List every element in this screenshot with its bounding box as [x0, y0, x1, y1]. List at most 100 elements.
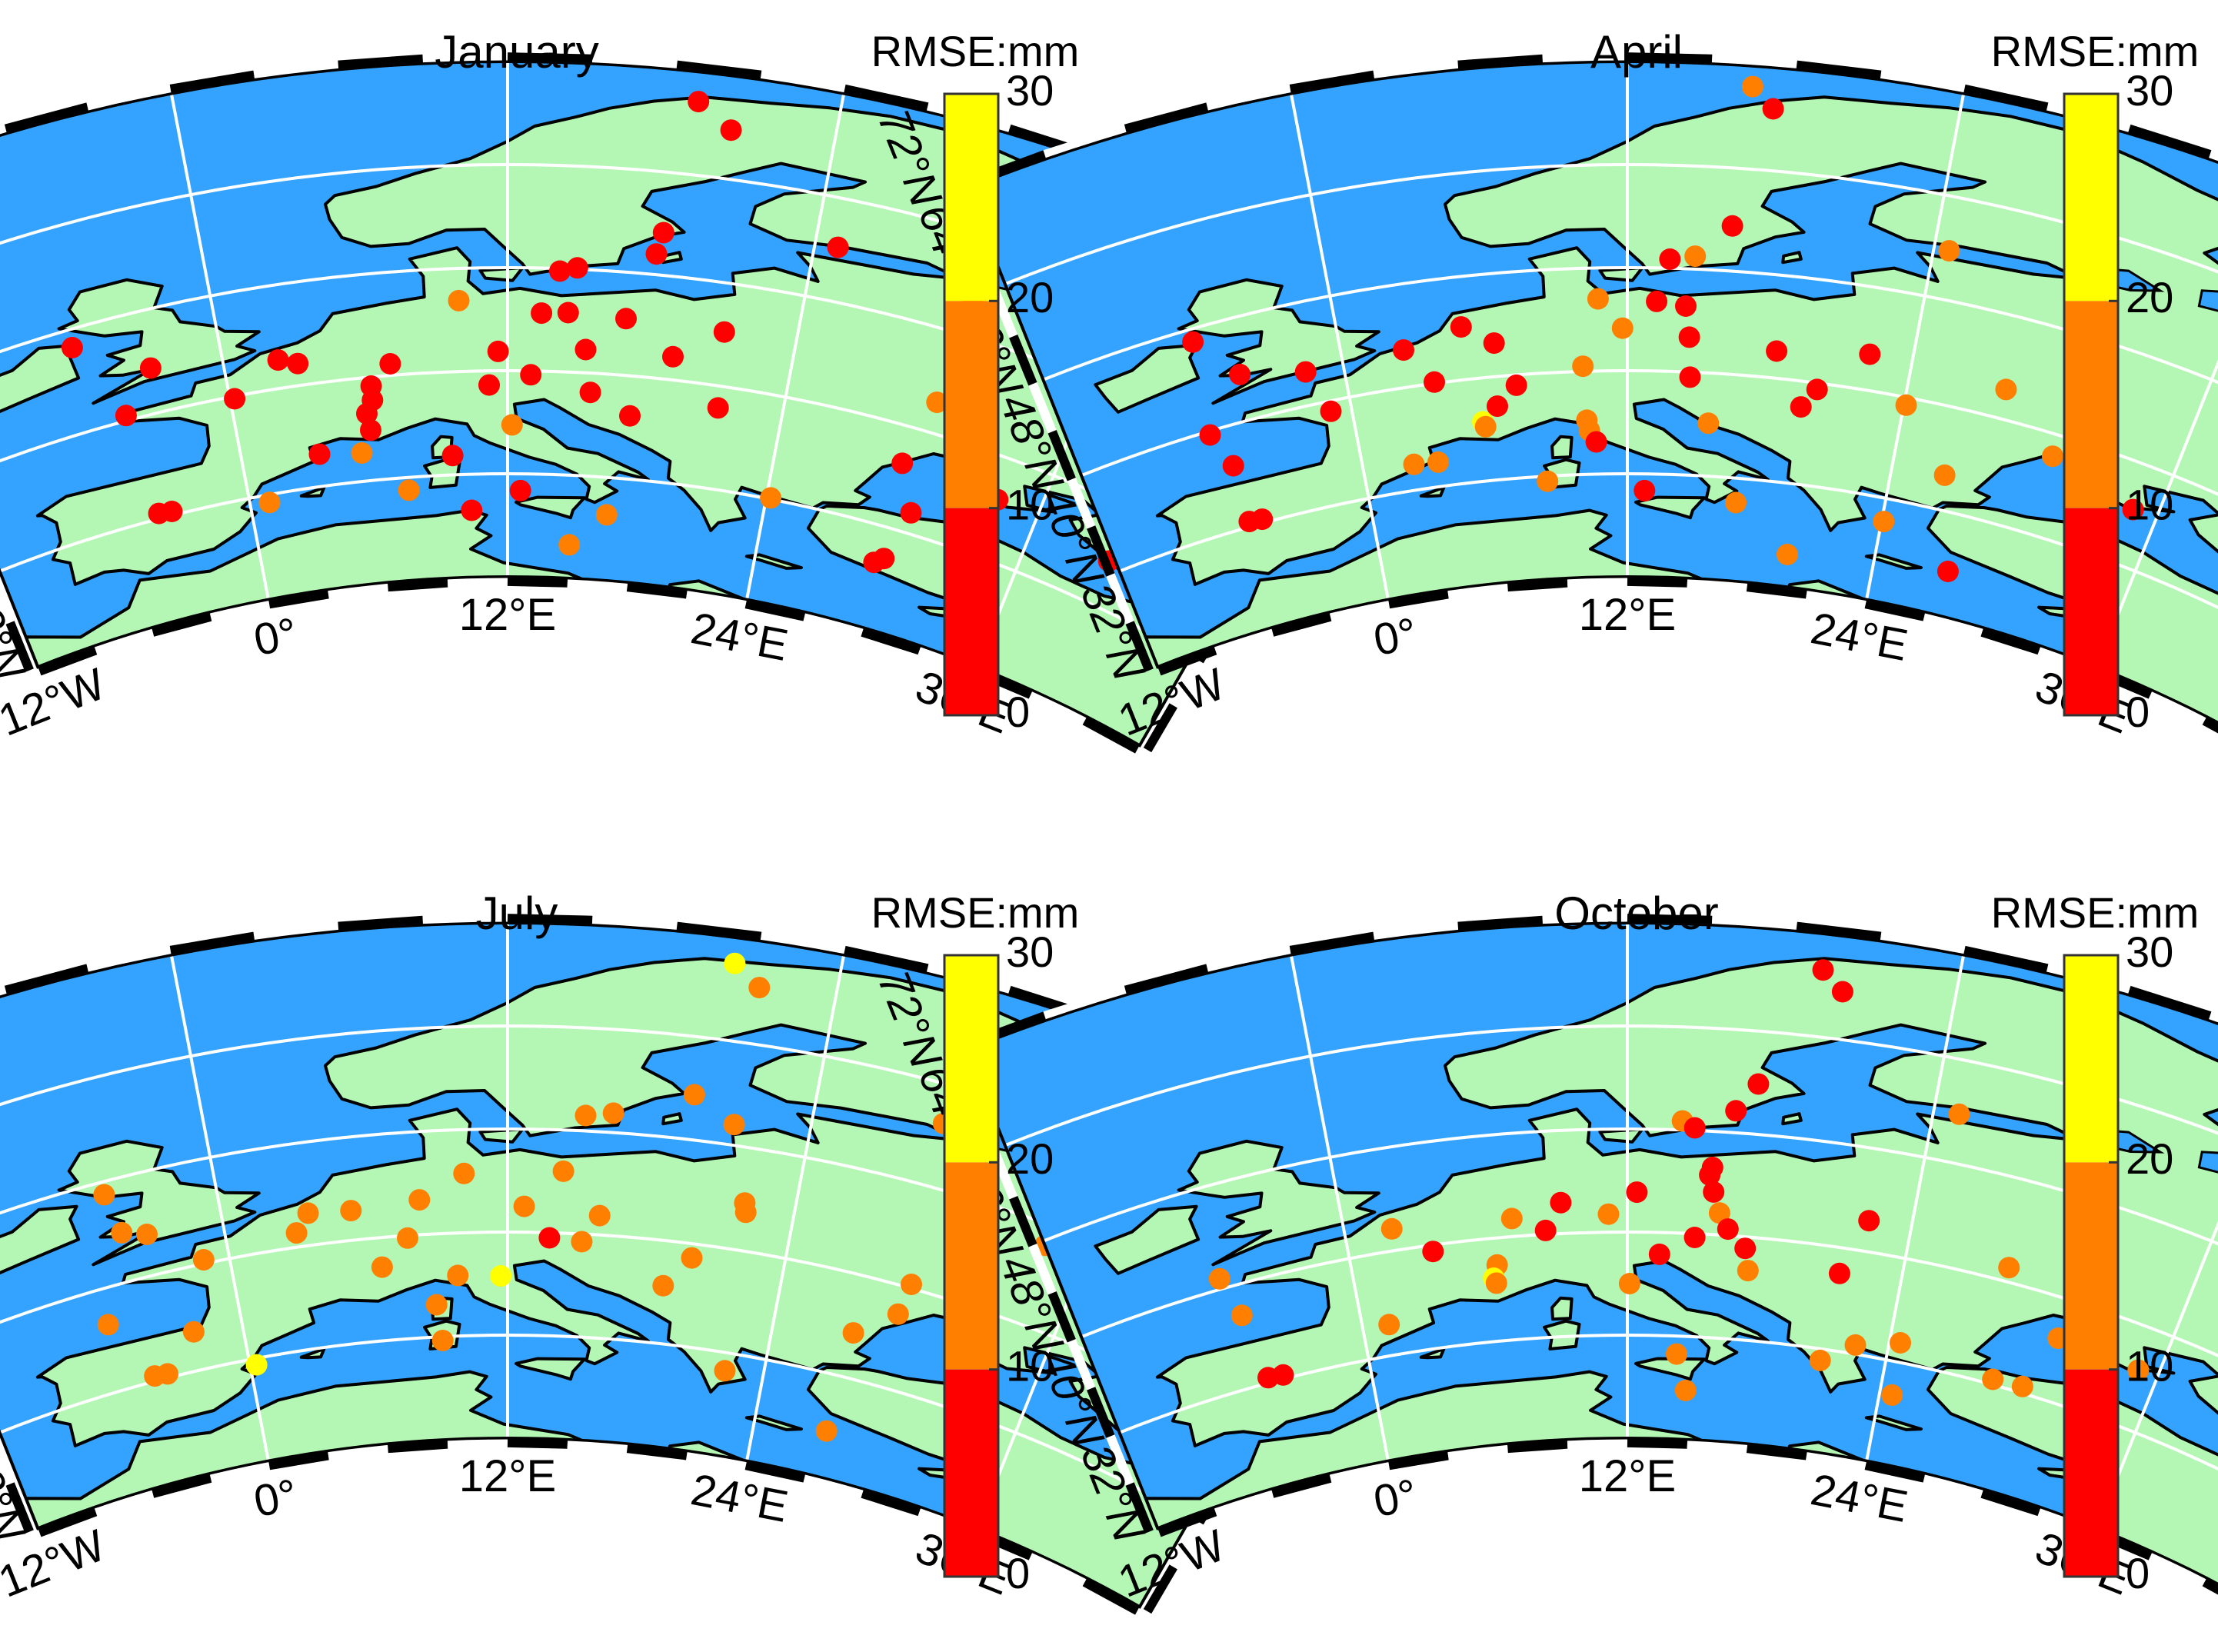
station-marker: [461, 499, 483, 521]
station-marker: [1272, 1364, 1294, 1386]
lon-label: 12°E: [1579, 1451, 1676, 1501]
station-marker: [308, 443, 331, 465]
station-marker: [1766, 340, 1788, 362]
map-panel-october: 72°N64°N56°N48°N40°N32°N12°W0°12°E24°E36…: [868, 888, 2218, 1607]
frame-tick: [4, 102, 89, 134]
station-marker: [549, 260, 571, 282]
meridian-line: [169, 954, 270, 1461]
frame-tick: [1028, 381, 1057, 434]
station-marker: [1422, 1241, 1444, 1263]
frame-tick: [1388, 1450, 1449, 1470]
colorbar-tick-label: 0: [1006, 688, 1030, 736]
land: [515, 495, 586, 520]
station-marker: [2042, 445, 2063, 468]
station-marker: [1483, 332, 1505, 355]
station-marker: [1734, 1237, 1757, 1260]
frame-tick: [626, 1444, 688, 1460]
frame-ticks: [951, 914, 2218, 1595]
station-marker: [157, 1363, 178, 1385]
land: [0, 1204, 81, 1275]
lake: [2197, 1151, 2218, 1177]
frame-tick: [1009, 1195, 1037, 1247]
frame-tick: [1067, 478, 1096, 529]
frame-tick: [1923, 612, 1983, 637]
colorbar-tick-label: 20: [2126, 1134, 2173, 1183]
frame-tick: [1143, 1564, 1177, 1614]
frame-tick: [1206, 945, 1291, 974]
frame-tick: [1711, 915, 1797, 931]
frame-tick: [507, 914, 593, 925]
station-marker: [1741, 75, 1763, 98]
station-markers: [1182, 75, 2144, 582]
station-marker: [645, 243, 668, 265]
frame-tick: [1806, 1450, 1867, 1470]
panel-title: April: [1590, 26, 1683, 78]
frame-tick: [338, 54, 424, 70]
land: [299, 1347, 326, 1360]
frame-tick: [686, 589, 747, 609]
station-marker: [1859, 343, 1881, 365]
station-markers: [93, 952, 1202, 1502]
frame-tick: [1880, 931, 1966, 955]
frame-tick: [744, 599, 806, 621]
land: [744, 1414, 803, 1431]
station-marker: [1721, 215, 1743, 237]
frame-tick: [422, 52, 508, 64]
frame-tick: [1157, 1507, 1217, 1537]
frame-tick: [268, 589, 329, 609]
meridian-line: [2095, 1049, 2218, 1529]
frame-tick: [387, 578, 448, 592]
frame-tick: [1746, 1444, 1807, 1460]
frame-tick: [1457, 54, 1544, 70]
station-marker: [351, 442, 373, 464]
colorbar-january: RMSE:mm 0 10 20 30: [871, 27, 1080, 736]
station-marker: [501, 414, 523, 436]
frame-tick: [744, 1460, 806, 1483]
station-marker: [431, 1330, 454, 1351]
land: [744, 553, 803, 570]
land: [515, 1357, 586, 1381]
station-marker: [1380, 1217, 1403, 1240]
station-marker: [1500, 1207, 1523, 1230]
station-marker: [688, 91, 710, 113]
station-marker: [1505, 374, 1527, 396]
station-marker: [557, 301, 579, 324]
colorbar-tick-label: 0: [2126, 688, 2150, 736]
colorbar-tick-label: 10: [1006, 480, 1054, 528]
frame-tick: [1125, 621, 1154, 672]
station-marker: [662, 345, 684, 368]
frame-tick: [1687, 578, 1748, 592]
colorbar-bin: [944, 508, 998, 715]
station-marker: [1995, 378, 2017, 401]
frame-tick: [1125, 1482, 1154, 1534]
panel-title: January: [435, 26, 598, 78]
lon-label: 12°E: [459, 590, 556, 640]
colorbar-label: RMSE:mm: [1991, 27, 2200, 75]
frame-tick: [2127, 985, 2212, 1021]
frame-tick: [1143, 703, 1177, 753]
station-marker: [136, 1224, 158, 1245]
station-marker: [1597, 1203, 1620, 1225]
station-marker: [1229, 363, 1251, 385]
frame-tick: [1373, 921, 1459, 941]
frame-tick: [1169, 658, 1204, 708]
station-marker: [1790, 396, 1812, 418]
land: [1634, 495, 1706, 520]
frame-tick: [760, 931, 846, 955]
frame-tick: [567, 578, 628, 592]
colorbar-bin: [2064, 94, 2118, 301]
station-marker: [1873, 511, 1895, 533]
station-marker: [513, 1195, 535, 1217]
station-marker: [1474, 415, 1497, 438]
colorbar-tick-label: 10: [1006, 1341, 1054, 1390]
frame-tick: [1087, 1387, 1115, 1438]
station-marker: [356, 402, 378, 425]
station-marker: [1611, 317, 1634, 339]
station-marker: [571, 1231, 593, 1253]
frame-tick: [1082, 716, 1140, 754]
station-marker: [842, 1322, 864, 1344]
frame-tick: [1043, 985, 1127, 1021]
station-marker: [1550, 1191, 1572, 1214]
land: [1781, 1112, 1803, 1126]
station-marker: [1697, 412, 1720, 435]
